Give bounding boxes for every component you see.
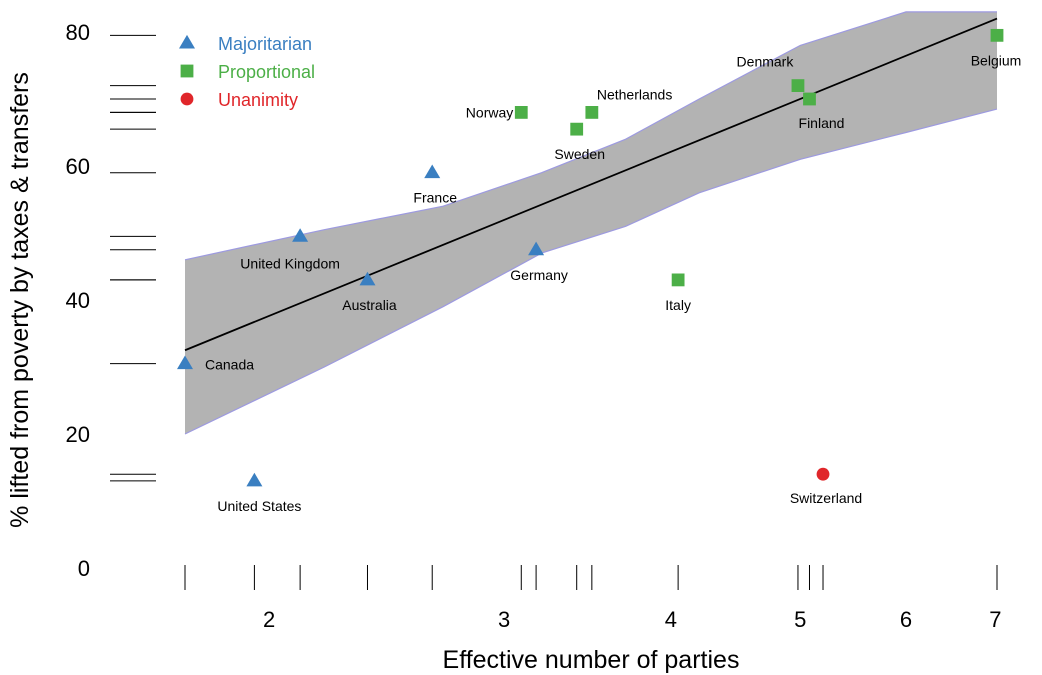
y-tick-label-60: 60 — [66, 154, 90, 179]
point-label-france: France — [413, 190, 457, 206]
confidence-band-layer — [184, 11, 998, 435]
point-france — [424, 164, 441, 179]
point-label-sweden: Sweden — [554, 146, 605, 162]
legend-label-proportional: Proportional — [218, 62, 315, 82]
y-tick-label-40: 40 — [66, 288, 90, 313]
y-axis-title: % lifted from poverty by taxes & transfe… — [6, 72, 34, 528]
point-finland — [803, 92, 816, 106]
y-tick-label-0: 0 — [78, 556, 90, 581]
legend: Majoritarian Proportional Unanimity — [179, 34, 315, 110]
point-label-canada: Canada — [205, 357, 254, 373]
point-canada — [177, 355, 193, 370]
point-sweden — [570, 122, 584, 136]
point-labels: Canada United States United Kingdom Austral… — [205, 52, 1021, 514]
fit-line — [184, 17, 998, 352]
point-germany — [528, 241, 545, 256]
confidence-band — [185, 11, 997, 435]
y-tick-label-20: 20 — [66, 422, 90, 447]
point-label-denmark: Denmark — [737, 54, 795, 70]
point-label-australia: Australia — [342, 297, 397, 313]
x-tick-label-6: 6 — [900, 607, 912, 632]
point-norway — [514, 106, 528, 119]
point-label-united-states: United States — [217, 498, 301, 514]
point-switzerland — [816, 467, 830, 481]
x-tick-label-4: 4 — [665, 607, 677, 632]
point-label-belgium: Belgium — [971, 52, 1022, 68]
legend-marker-majoritarian — [179, 34, 195, 49]
point-label-netherlands: Netherlands — [597, 86, 673, 102]
point-label-italy: Italy — [665, 297, 691, 313]
point-label-united-kingdom: United Kingdom — [240, 255, 340, 271]
point-italy — [671, 273, 685, 287]
confidence-band-lower-edge — [184, 108, 998, 435]
y-rug-layer — [110, 34, 156, 482]
point-united-states — [246, 472, 263, 487]
x-tick-label-2: 2 — [263, 607, 275, 632]
point-netherlands — [585, 106, 599, 119]
point-label-switzerland: Switzerland — [790, 490, 862, 506]
x-axis-title: Effective number of parties — [443, 646, 740, 674]
legend-marker-proportional — [180, 64, 194, 78]
y-tick-labels: 0 20 40 60 80 — [66, 20, 90, 581]
point-belgium — [990, 28, 1004, 42]
fit-line-layer — [184, 17, 998, 352]
data-points — [177, 28, 1004, 487]
point-denmark — [791, 79, 805, 92]
x-tick-label-3: 3 — [498, 607, 510, 632]
x-tick-labels: 2 3 4 5 6 7 — [263, 607, 1002, 632]
point-australia — [359, 271, 376, 286]
legend-marker-unanimity — [180, 92, 194, 106]
point-label-finland: Finland — [799, 115, 845, 131]
x-rug-layer — [184, 565, 998, 590]
point-united-kingdom — [292, 228, 309, 242]
x-tick-label-7: 7 — [989, 607, 1001, 632]
confidence-band-upper-edge — [184, 11, 997, 261]
y-tick-label-80: 80 — [66, 20, 90, 45]
point-label-germany: Germany — [510, 267, 568, 283]
point-label-norway: Norway — [466, 104, 513, 120]
legend-label-unanimity: Unanimity — [218, 90, 298, 110]
x-tick-label-5: 5 — [794, 607, 806, 632]
legend-label-majoritarian: Majoritarian — [218, 34, 312, 54]
